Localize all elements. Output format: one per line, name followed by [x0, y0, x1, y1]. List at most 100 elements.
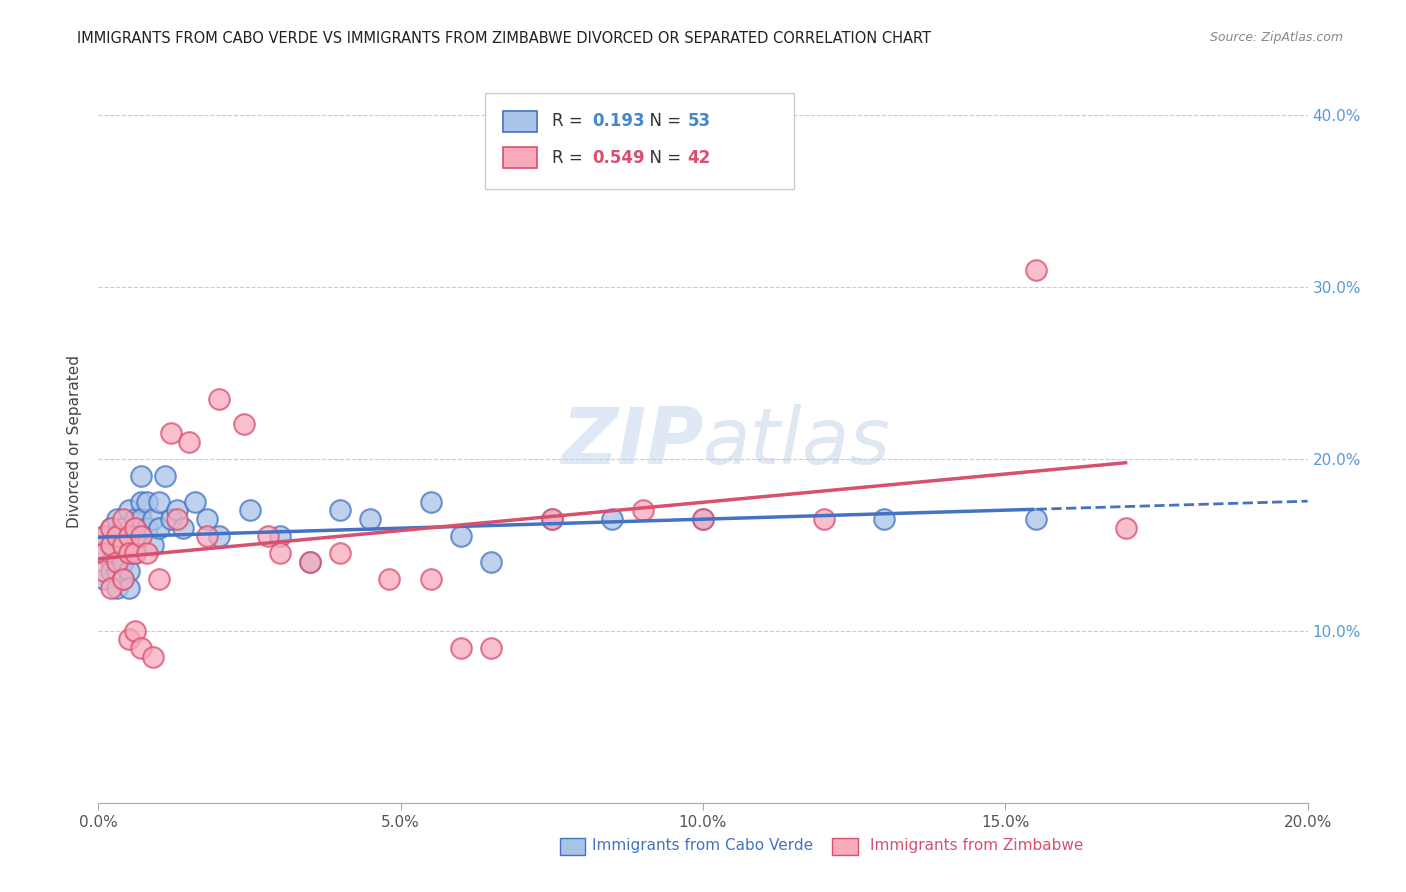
Point: [118, 529, 141, 543]
Point: [93, 564, 115, 578]
Point: [111, 572, 134, 586]
Text: IMMIGRANTS FROM CABO VERDE VS IMMIGRANTS FROM ZIMBABWE DIVORCED OR SEPARATED COR: IMMIGRANTS FROM CABO VERDE VS IMMIGRANTS…: [77, 31, 931, 46]
Point: [100, 520, 122, 534]
Point: [142, 512, 165, 526]
Point: [692, 512, 714, 526]
Point: [184, 494, 207, 508]
Point: [124, 546, 146, 560]
Point: [540, 512, 562, 526]
Point: [179, 434, 201, 449]
Point: [142, 649, 165, 664]
Point: [118, 564, 141, 578]
Point: [118, 546, 141, 560]
Point: [195, 529, 218, 543]
Point: [100, 581, 122, 595]
Point: [256, 529, 278, 543]
Point: [329, 546, 352, 560]
Point: [105, 581, 128, 595]
Point: [160, 512, 183, 526]
Point: [602, 512, 624, 526]
Point: [118, 546, 141, 560]
Point: [93, 546, 115, 560]
Point: [129, 469, 152, 483]
Point: [111, 572, 134, 586]
Point: [239, 503, 262, 517]
Point: [135, 546, 157, 560]
Point: [692, 512, 714, 526]
Point: [142, 538, 165, 552]
Point: [208, 529, 231, 543]
Text: ZIP: ZIP: [561, 403, 703, 480]
Point: [232, 417, 254, 432]
Point: [420, 494, 443, 508]
Text: Source: ZipAtlas.com: Source: ZipAtlas.com: [1209, 31, 1343, 45]
Point: [148, 520, 170, 534]
Point: [166, 503, 188, 517]
Point: [1024, 512, 1046, 526]
Text: R =: R =: [553, 149, 588, 167]
Point: [105, 546, 128, 560]
Point: [172, 520, 194, 534]
Point: [105, 529, 128, 543]
Point: [118, 581, 141, 595]
Point: [129, 640, 152, 655]
Point: [360, 512, 382, 526]
Point: [481, 555, 503, 569]
Point: [148, 494, 170, 508]
Point: [93, 572, 115, 586]
Text: R =: R =: [553, 112, 588, 130]
Text: 0.193: 0.193: [592, 112, 644, 130]
Point: [111, 520, 134, 534]
Point: [135, 494, 157, 508]
Text: Immigrants from Cabo Verde: Immigrants from Cabo Verde: [592, 838, 814, 853]
Point: [329, 503, 352, 517]
Point: [100, 555, 122, 569]
Point: [124, 529, 146, 543]
Point: [105, 529, 128, 543]
Y-axis label: Divorced or Separated: Divorced or Separated: [67, 355, 83, 528]
Point: [135, 520, 157, 534]
Point: [111, 538, 134, 552]
Point: [1024, 262, 1046, 277]
Point: [166, 512, 188, 526]
Point: [129, 529, 152, 543]
Point: [100, 520, 122, 534]
Point: [153, 469, 176, 483]
Point: [105, 512, 128, 526]
Point: [93, 546, 115, 560]
Point: [124, 624, 146, 638]
Point: [100, 538, 122, 552]
Point: [299, 555, 322, 569]
FancyBboxPatch shape: [503, 111, 537, 132]
Point: [118, 529, 141, 543]
Point: [100, 564, 122, 578]
Point: [195, 512, 218, 526]
Point: [377, 572, 399, 586]
Point: [269, 546, 291, 560]
Point: [813, 512, 835, 526]
Point: [631, 503, 654, 517]
Point: [450, 640, 472, 655]
Point: [450, 529, 472, 543]
Point: [540, 512, 562, 526]
Point: [105, 555, 128, 569]
Point: [100, 538, 122, 552]
Text: N =: N =: [638, 112, 686, 130]
Point: [111, 512, 134, 526]
Point: [1115, 520, 1137, 534]
Point: [208, 392, 231, 406]
Point: [129, 494, 152, 508]
Text: Immigrants from Zimbabwe: Immigrants from Zimbabwe: [870, 838, 1084, 853]
Point: [299, 555, 322, 569]
Point: [111, 555, 134, 569]
Point: [124, 520, 146, 534]
Point: [269, 529, 291, 543]
Text: 0.549: 0.549: [592, 149, 644, 167]
Point: [160, 425, 183, 440]
Point: [420, 572, 443, 586]
FancyBboxPatch shape: [485, 94, 793, 189]
Point: [124, 546, 146, 560]
Text: 53: 53: [688, 112, 710, 130]
Point: [148, 572, 170, 586]
Text: 42: 42: [688, 149, 710, 167]
